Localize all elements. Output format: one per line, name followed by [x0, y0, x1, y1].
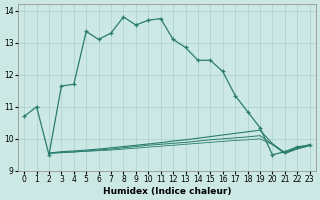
X-axis label: Humidex (Indice chaleur): Humidex (Indice chaleur): [103, 187, 231, 196]
